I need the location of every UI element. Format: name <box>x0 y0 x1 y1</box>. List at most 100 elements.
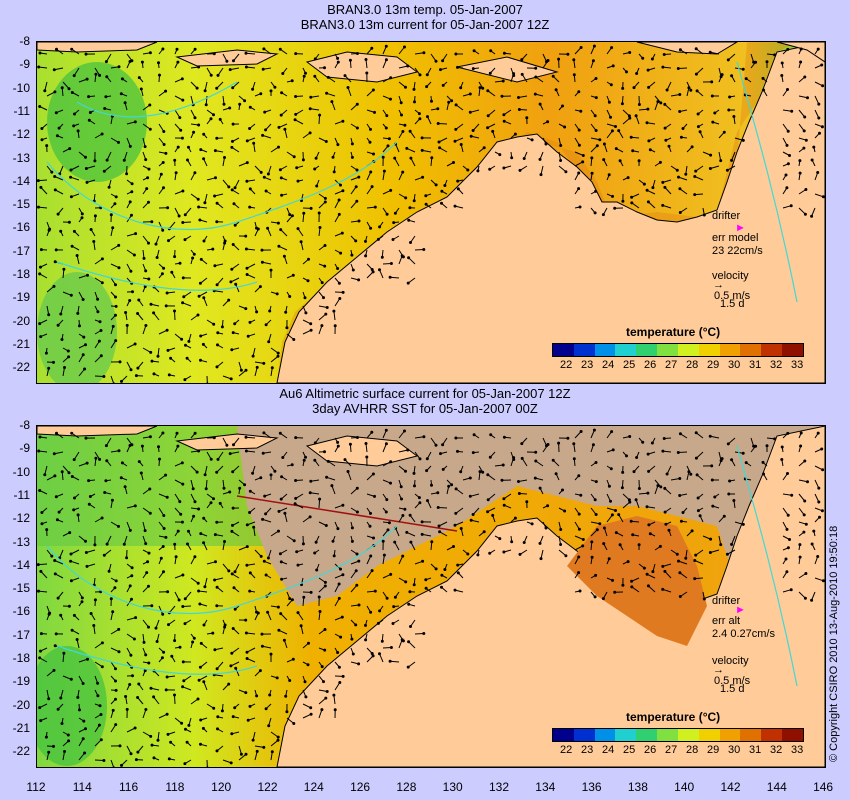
current-vector-head <box>279 113 283 117</box>
current-vector-head <box>156 354 160 358</box>
current-vector-head <box>786 513 790 517</box>
current-vector-head <box>284 310 288 314</box>
current-vector-head <box>610 513 614 517</box>
current-vector-head <box>53 90 57 94</box>
current-vector-head <box>294 95 298 98</box>
current-vector-head <box>244 368 248 372</box>
current-vector-head <box>443 184 447 187</box>
current-vector-head <box>564 170 568 174</box>
colorbar-tick: 32 <box>770 744 783 756</box>
current-vector-head <box>466 552 470 556</box>
current-vector-head <box>667 528 671 532</box>
current-vector-head <box>309 590 313 594</box>
current-vector-head <box>355 199 359 203</box>
current-vector-head <box>647 139 651 143</box>
current-vector-head <box>278 552 282 556</box>
current-vector-head <box>202 132 206 136</box>
current-vector-head <box>459 143 463 146</box>
current-vector-head <box>784 557 788 561</box>
current-vector-head <box>420 148 424 152</box>
current-vector-head <box>412 87 416 91</box>
bottom-err-label: err alt <box>712 615 741 627</box>
current-vector-head <box>434 183 438 187</box>
current-vector <box>622 117 631 125</box>
current-vector-head <box>177 214 181 218</box>
current-vector-head <box>292 155 296 159</box>
current-vector-head <box>577 512 581 516</box>
current-vector-head <box>313 458 317 462</box>
current-vector-head <box>786 431 790 435</box>
current-vector-head <box>53 559 57 562</box>
current-vector-head <box>130 213 133 217</box>
top-drifter-marker: ► <box>735 222 746 234</box>
colorbar-segment <box>782 344 803 356</box>
current-vector-head <box>199 641 203 645</box>
lon-tick: 136 <box>581 780 602 794</box>
current-vector-head <box>678 110 682 113</box>
current-vector-head <box>128 144 132 148</box>
top-err-value: 23 22cm/s <box>712 245 763 257</box>
current-vector <box>204 81 208 91</box>
current-vector-head <box>54 632 58 636</box>
top-lat-tick: -8 <box>19 34 30 48</box>
current-vector-head <box>313 57 317 61</box>
current-vector-head <box>441 59 445 63</box>
current-vector-head <box>631 533 635 537</box>
current-vector-head <box>58 556 62 560</box>
current-vector-head <box>702 597 706 601</box>
current-vector-head <box>154 242 158 246</box>
current-vector-head <box>789 588 793 592</box>
current-vector-head <box>355 583 359 587</box>
current-vector-head <box>196 313 200 317</box>
current-vector-head <box>60 338 64 341</box>
bottom-lat-tick: -18 <box>12 651 30 665</box>
current-vector-head <box>607 484 611 488</box>
current-vector-head <box>690 145 694 149</box>
current-vector-head <box>522 541 526 544</box>
current-vector-head <box>430 156 434 160</box>
current-vector-head <box>581 544 585 548</box>
top-err-label: err model <box>712 232 759 244</box>
current-vector-head <box>339 635 343 639</box>
current-vector-head <box>452 545 455 548</box>
current-vector-head <box>56 323 60 327</box>
current-vector-head <box>403 507 407 511</box>
current-vector-head <box>502 435 506 439</box>
current-vector-head <box>678 187 682 191</box>
current-vector-head <box>144 653 148 657</box>
current-vector-head <box>389 572 393 576</box>
current-vector-head <box>255 310 259 314</box>
current-vector-head <box>99 329 103 332</box>
top-drifter-label: drifter <box>712 210 741 222</box>
current-vector-head <box>468 92 472 96</box>
current-vector-head <box>336 440 340 444</box>
current-vector-head <box>133 120 137 124</box>
current-vector-head <box>594 480 598 484</box>
current-vector-head <box>400 638 404 642</box>
top-colorbar-title: temperature (°C) <box>626 325 721 339</box>
current-vector-head <box>664 138 668 142</box>
current-vector-head <box>233 223 237 227</box>
current-vector-head <box>762 88 765 92</box>
current-vector-head <box>337 582 341 586</box>
current-vector-head <box>161 612 165 616</box>
current-vector-head <box>80 600 84 604</box>
current-vector-head <box>155 640 159 643</box>
current-vector-head <box>38 706 42 710</box>
current-vector-head <box>648 148 652 152</box>
current-vector-head <box>279 497 283 501</box>
top-lat-tick: -21 <box>12 336 30 351</box>
colorbar-segment <box>615 729 637 741</box>
current-vector-head <box>364 58 368 61</box>
current-vector-head <box>351 268 355 272</box>
current-vector-head <box>517 96 520 99</box>
current-vector-head <box>215 86 219 90</box>
current-vector-head <box>313 74 317 78</box>
current-vector-head <box>144 324 148 327</box>
current-vector-head <box>468 494 472 498</box>
current-vector-head <box>174 555 178 559</box>
current-vector-head <box>806 480 809 484</box>
current-vector-head <box>376 621 380 625</box>
current-vector-head <box>762 472 765 476</box>
current-vector-head <box>128 528 132 532</box>
